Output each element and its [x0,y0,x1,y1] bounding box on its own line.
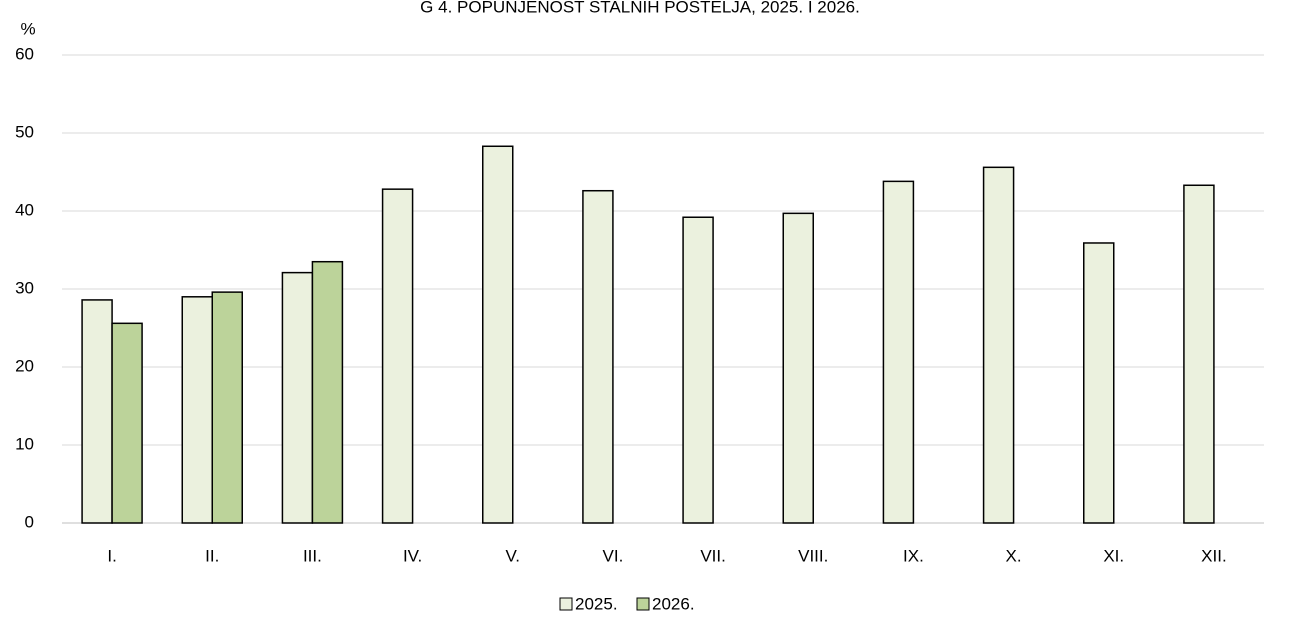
bar [381,188,414,524]
x-tick-label: IX. [903,546,924,565]
x-tick-label: II. [205,546,219,565]
x-tick-label: VI. [603,546,624,565]
bar [311,260,344,524]
bar [1183,184,1215,524]
x-tick-label: XI. [1103,546,1124,565]
legend-label: 2026. [652,594,695,613]
bar [482,145,514,524]
x-tick-label: V. [505,546,520,565]
y-tick-label: 60 [15,44,34,63]
x-tick-label: XII. [1201,546,1227,565]
y-tick-label: 20 [15,356,34,375]
bar [782,212,814,524]
x-tick-label: VII. [700,546,726,565]
bar [211,291,243,524]
bar [181,296,213,524]
bar [81,299,113,524]
x-tick-label: VIII. [798,546,828,565]
y-tick-label: 40 [15,200,34,219]
y-tick-label: 0 [25,512,34,531]
x-tick-label: III. [303,546,322,565]
legend-label: 2025. [575,594,618,613]
x-tick-label: I. [107,546,116,565]
bar [1083,242,1115,524]
chart-title: G 4. POPUNJENOST STALNIH POSTELJA, 2025.… [420,0,860,16]
x-tick-label: IV. [403,546,422,565]
y-tick-label: 10 [15,434,34,453]
bar [281,271,314,524]
legend-swatch [636,597,650,611]
bar [582,189,614,524]
y-tick-label: 30 [15,278,34,297]
y-axis-label: % [20,19,35,38]
bar [111,322,143,524]
legend-swatch [559,597,573,611]
bar [682,216,714,524]
bar [882,180,915,524]
y-tick-label: 50 [15,122,34,141]
x-tick-label: X. [1006,546,1022,565]
bar [982,166,1015,524]
